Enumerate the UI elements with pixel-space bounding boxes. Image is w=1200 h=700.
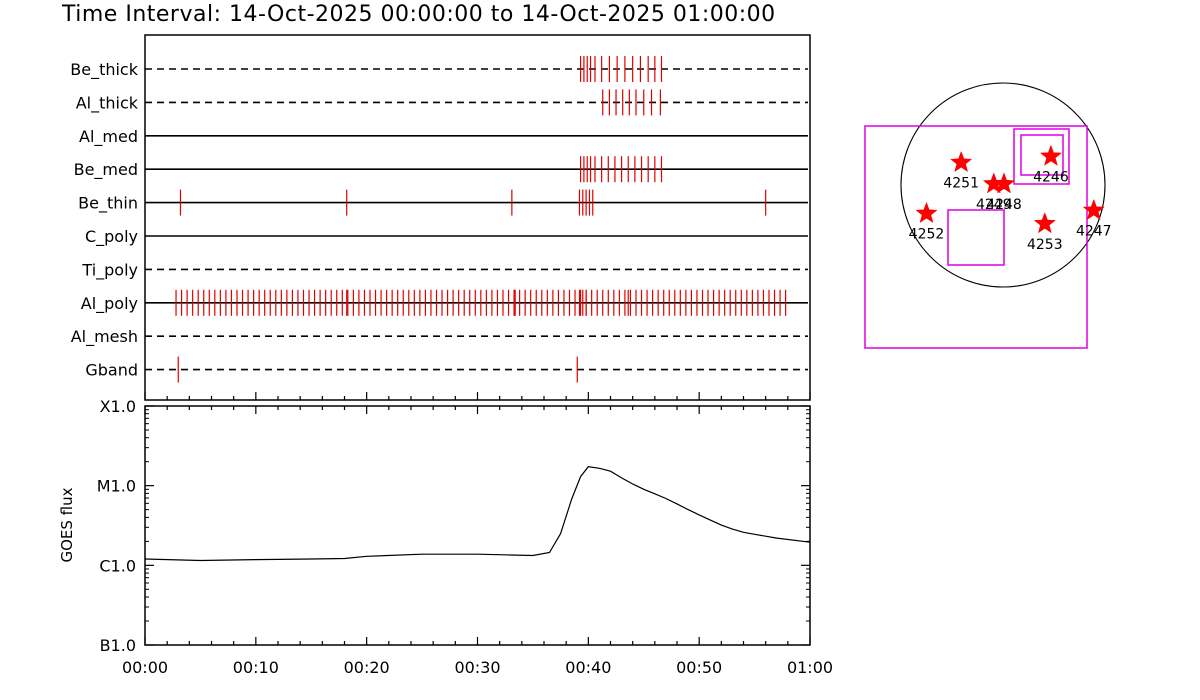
fov-box-lower	[947, 209, 1005, 266]
row-label: Al_poly	[81, 294, 138, 314]
timeline-frame	[144, 34, 811, 401]
row-label: C_poly	[85, 227, 138, 247]
row-label: Al_thick	[76, 93, 139, 113]
active-region-label: 4252	[909, 227, 945, 243]
x-tick-label: 00:00	[122, 658, 168, 677]
fov-box-inner	[1020, 134, 1064, 176]
x-tick-label: 01:00	[787, 658, 833, 677]
active-region-star	[950, 150, 973, 173]
row-label: Be_thick	[70, 60, 138, 80]
active-region-star	[1033, 212, 1056, 234]
goes-frame	[144, 405, 811, 646]
goes-flux-panel: B1.0 C1.0 M1.0 X1.0 00:00 00:10 00:20 00:30 00:4…	[58, 397, 833, 677]
y-tick-label: C1.0	[99, 556, 136, 575]
x-tick-label: 00:10	[233, 658, 279, 677]
fov-box-outer	[1013, 128, 1070, 185]
active-region-label: 4246	[1033, 169, 1069, 185]
x-tick-label: 00:50	[676, 658, 722, 677]
active-region-label: 4253	[1027, 237, 1063, 253]
active-region-label: 4251	[943, 176, 979, 192]
y-tick-label: X1.0	[100, 397, 136, 416]
active-region-star	[915, 201, 938, 224]
goes-flux-line	[144, 466, 811, 562]
active-region-label: 4247	[1076, 224, 1112, 240]
row-label: Al_med	[79, 127, 138, 147]
y-tick-label: B1.0	[100, 636, 136, 655]
row-label: Be_med	[74, 160, 138, 180]
filter-timeline-panel: Be_thick Al_thick Al_med Be_med Be_thin C_pol…	[70, 34, 811, 401]
row-label: Al_mesh	[71, 327, 138, 347]
fov-box-large	[864, 125, 1088, 349]
y-axis-label: GOES flux	[58, 487, 76, 562]
active-region-star	[992, 172, 1016, 194]
x-tick-label: 00:40	[565, 658, 611, 677]
active-region-label: 4249	[976, 197, 1012, 213]
active-region-star	[1082, 198, 1105, 220]
active-region-star	[1039, 144, 1063, 166]
y-tick-label: M1.0	[97, 477, 136, 496]
active-region-label: 4248	[986, 197, 1022, 213]
row-label: Be_thin	[78, 194, 138, 214]
row-label: Gband	[85, 361, 138, 380]
x-tick-label: 00:20	[344, 658, 390, 677]
row-label: Ti_poly	[81, 260, 138, 280]
solar-limb	[900, 82, 1106, 288]
x-tick-label: 00:30	[454, 658, 500, 677]
page-title: Time Interval: 14-Oct-2025 00:00:00 to 1…	[62, 2, 776, 27]
